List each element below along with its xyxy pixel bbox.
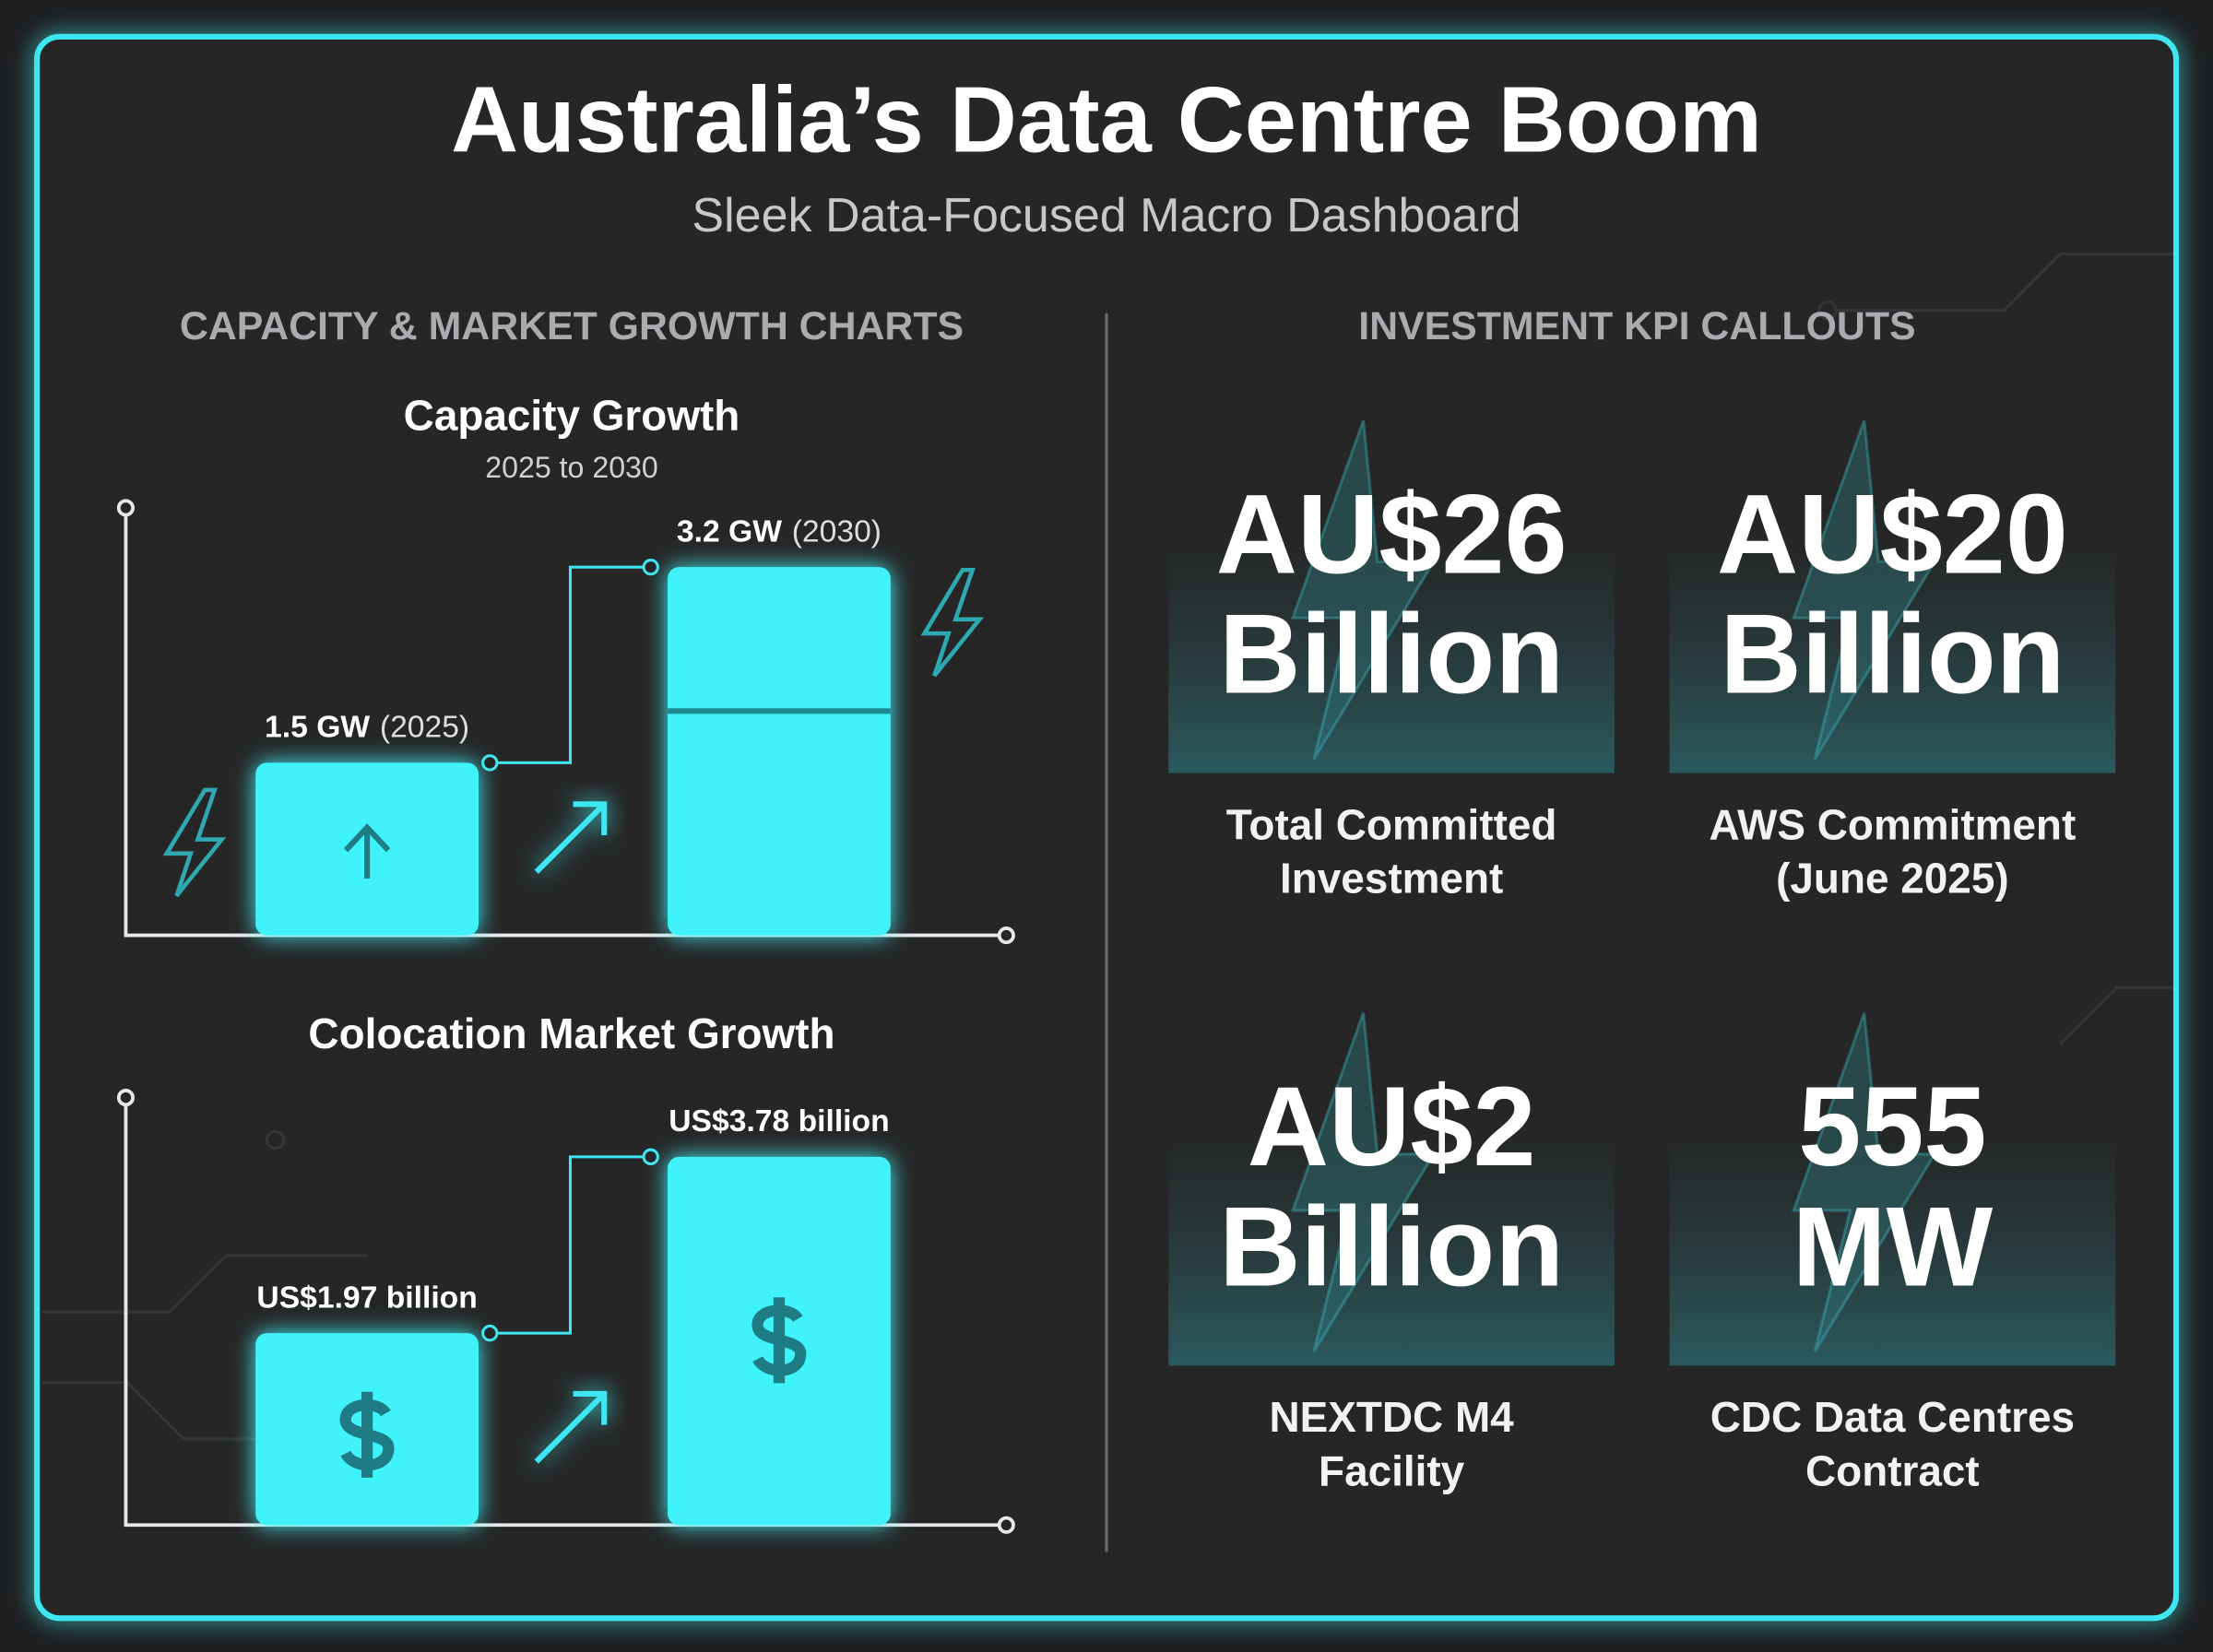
kpi-label: (June 2025) <box>1776 855 2009 903</box>
value-label: US$1.97 billion <box>256 1280 477 1315</box>
kpi-label: AWS Commitment <box>1710 800 2077 848</box>
bar-label: 1.5 GW (2025) <box>265 711 469 745</box>
connector-dot <box>481 1324 499 1342</box>
kpi-label: NEXTDC M4 <box>1270 1393 1515 1441</box>
bar-label: US$1.97 billion <box>256 1280 477 1315</box>
bar-label: US$3.78 billion <box>669 1104 889 1139</box>
value-label: 3.2 GW <box>677 514 782 549</box>
kpi-value: Billion <box>1219 591 1564 717</box>
kpi-value: Billion <box>1219 1183 1564 1309</box>
connector <box>490 565 651 764</box>
connector-dot <box>642 1148 659 1166</box>
axis-end <box>997 926 1015 945</box>
kpi-label: CDC Data Centres <box>1710 1393 2075 1441</box>
chart: Colocation Market Growth US$1.97 billion U… <box>116 1009 1015 1534</box>
trend-arrow <box>534 801 608 874</box>
card-backdrop <box>1168 533 1615 773</box>
charts: Capacity Growth 2025 to 2030 1.5 GW (2025) 3… <box>116 392 1015 1534</box>
dollar-icon <box>339 1391 395 1478</box>
connector-dot <box>481 754 499 772</box>
bar <box>668 567 891 936</box>
kpi-label: Total Committed <box>1226 800 1557 848</box>
chart-title: Capacity Growth <box>404 392 740 440</box>
subtitle: Sleek Data-Focused Macro Dashboard <box>692 189 1521 242</box>
axis-end <box>116 499 135 517</box>
title: Australia’s Data Centre Boom <box>451 68 1762 171</box>
lightning-icon <box>1792 1012 1938 1352</box>
chart-title: Colocation Market Growth <box>308 1009 834 1057</box>
axis-end <box>116 1089 135 1107</box>
bar-label: 3.2 GW (2030) <box>677 514 882 549</box>
kpi-value: AU$2 <box>1248 1063 1536 1189</box>
kpi-label: Facility <box>1319 1446 1465 1494</box>
kpi-value: MW <box>1793 1183 1994 1309</box>
section-title: INVESTMENT KPI CALLOUTS <box>1358 304 1915 348</box>
trend-arrow <box>534 1390 608 1464</box>
kpi-label: Contract <box>1805 1446 1980 1494</box>
category-label: (2030) <box>792 514 882 549</box>
connector <box>490 1155 651 1335</box>
card-backdrop <box>1168 1126 1615 1366</box>
axis-end <box>997 1516 1015 1534</box>
connector-dot <box>642 559 659 576</box>
circuit-decor <box>42 252 2173 1441</box>
kpi-value: Billion <box>1720 591 2065 717</box>
card-backdrop <box>1669 1126 2116 1366</box>
kpi-value: 555 <box>1798 1063 1986 1189</box>
lightning-icon <box>1792 419 1938 761</box>
chart: Capacity Growth 2025 to 2030 1.5 GW (2025) 3… <box>116 392 1015 945</box>
value-label: 1.5 GW <box>265 711 370 745</box>
dollar-icon <box>751 1297 807 1384</box>
value-label: US$3.78 billion <box>669 1104 889 1139</box>
kpi-value: AU$20 <box>1717 471 2068 597</box>
kpi-label: Investment <box>1280 855 1503 903</box>
lightning-icon <box>162 787 227 898</box>
card-backdrop <box>1669 533 2116 773</box>
section-title: CAPACITY & MARKET GROWTH CHARTS <box>180 304 964 348</box>
lightning-icon <box>1290 419 1437 761</box>
chart-subtitle: 2025 to 2030 <box>485 451 658 484</box>
arrow-icon <box>343 823 391 879</box>
kpi-value: AU$26 <box>1216 471 1568 597</box>
lightning-icon <box>1290 1012 1437 1352</box>
lightning-icon <box>920 567 985 678</box>
category-label: (2025) <box>380 711 469 745</box>
